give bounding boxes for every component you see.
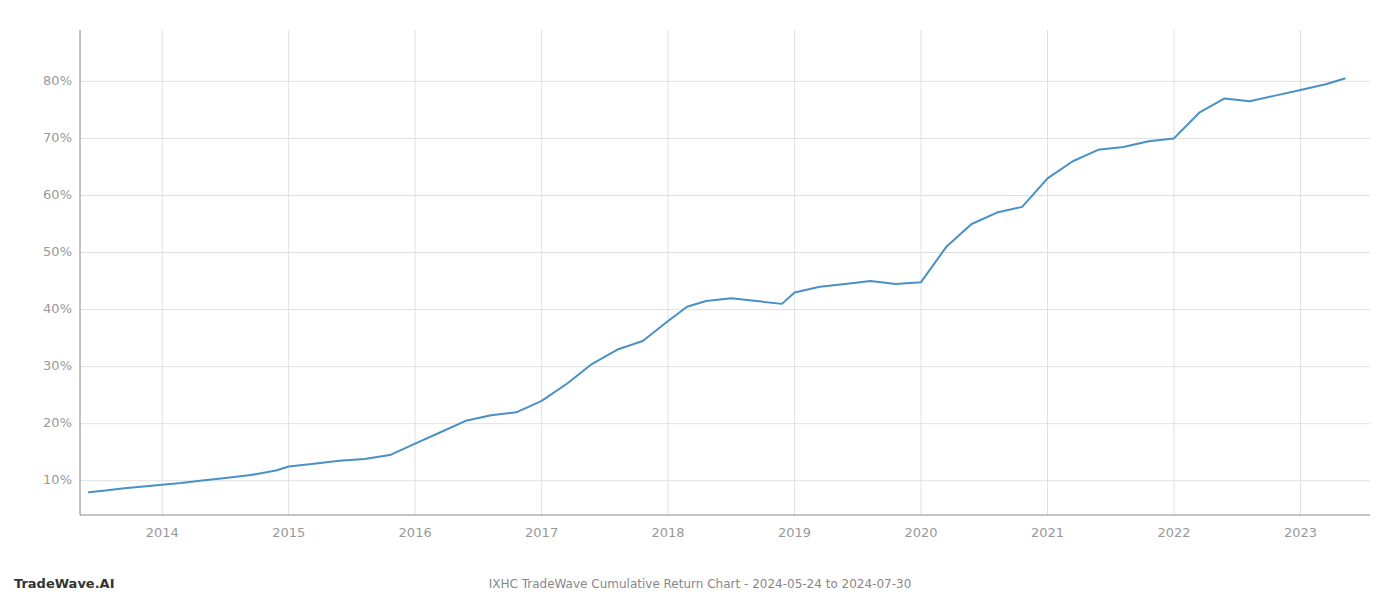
x-tick-label: 2015	[272, 525, 305, 540]
x-tick-label: 2017	[525, 525, 558, 540]
x-tick-label: 2022	[1157, 525, 1190, 540]
x-tick-labels: 2014 2015 2016 2017 2018 2019 2020 2021 2022 2023	[146, 525, 1317, 540]
x-tick-label: 2023	[1284, 525, 1317, 540]
grid-line-x	[1047, 30, 1048, 515]
y-tick-label: 30%	[43, 358, 72, 373]
x-tick-label: 2016	[399, 525, 432, 540]
y-tick-label: 70%	[43, 130, 72, 145]
grid-line-y	[80, 195, 1370, 196]
chart: 10% 20% 30% 40% 50% 60% 70% 80% 2014 2015 2016 2017…	[0, 0, 1400, 600]
x-tick-label: 2018	[652, 525, 685, 540]
grid-line-y	[80, 366, 1370, 367]
y-tick-label: 20%	[43, 415, 72, 430]
grid-line-y	[80, 138, 1370, 139]
x-axis-line	[80, 515, 1370, 516]
axes	[80, 30, 1370, 515]
grid-line-x	[668, 30, 669, 515]
grid-line-y	[80, 423, 1370, 424]
y-tick-label: 80%	[43, 73, 72, 88]
y-axis-line	[80, 30, 81, 515]
grid-line-x	[541, 30, 542, 515]
grid-line-y	[80, 81, 1370, 82]
y-tick-label: 60%	[43, 187, 72, 202]
grid-line-x	[162, 30, 163, 515]
y-tick-label: 40%	[43, 301, 72, 316]
watermark: TradeWave.AI	[14, 576, 115, 591]
grid-line-x	[794, 30, 795, 515]
grid-line-y	[80, 480, 1370, 481]
x-tick-label: 2014	[146, 525, 179, 540]
grid-line-x	[921, 30, 922, 515]
y-tick-label: 50%	[43, 244, 72, 259]
grid-line-y	[80, 309, 1370, 310]
title: IXHC TradeWave Cumulative Return Chart -…	[489, 577, 912, 591]
grid-line-y	[80, 252, 1370, 253]
y-tick-labels: 10% 20% 30% 40% 50% 60% 70% 80%	[43, 73, 72, 487]
x-tick-label: 2019	[778, 525, 811, 540]
x-tick-label: 2020	[904, 525, 937, 540]
series	[89, 79, 1345, 493]
grid-line-x	[1173, 30, 1174, 515]
annotations: TradeWave.AI	[14, 576, 115, 591]
grid-line-x	[288, 30, 289, 515]
grid	[80, 30, 1370, 515]
line	[89, 79, 1345, 493]
grid-line-x	[415, 30, 416, 515]
y-tick-label: 10%	[43, 472, 72, 487]
x-tick-label: 2021	[1031, 525, 1064, 540]
grid-line-x	[1300, 30, 1301, 515]
